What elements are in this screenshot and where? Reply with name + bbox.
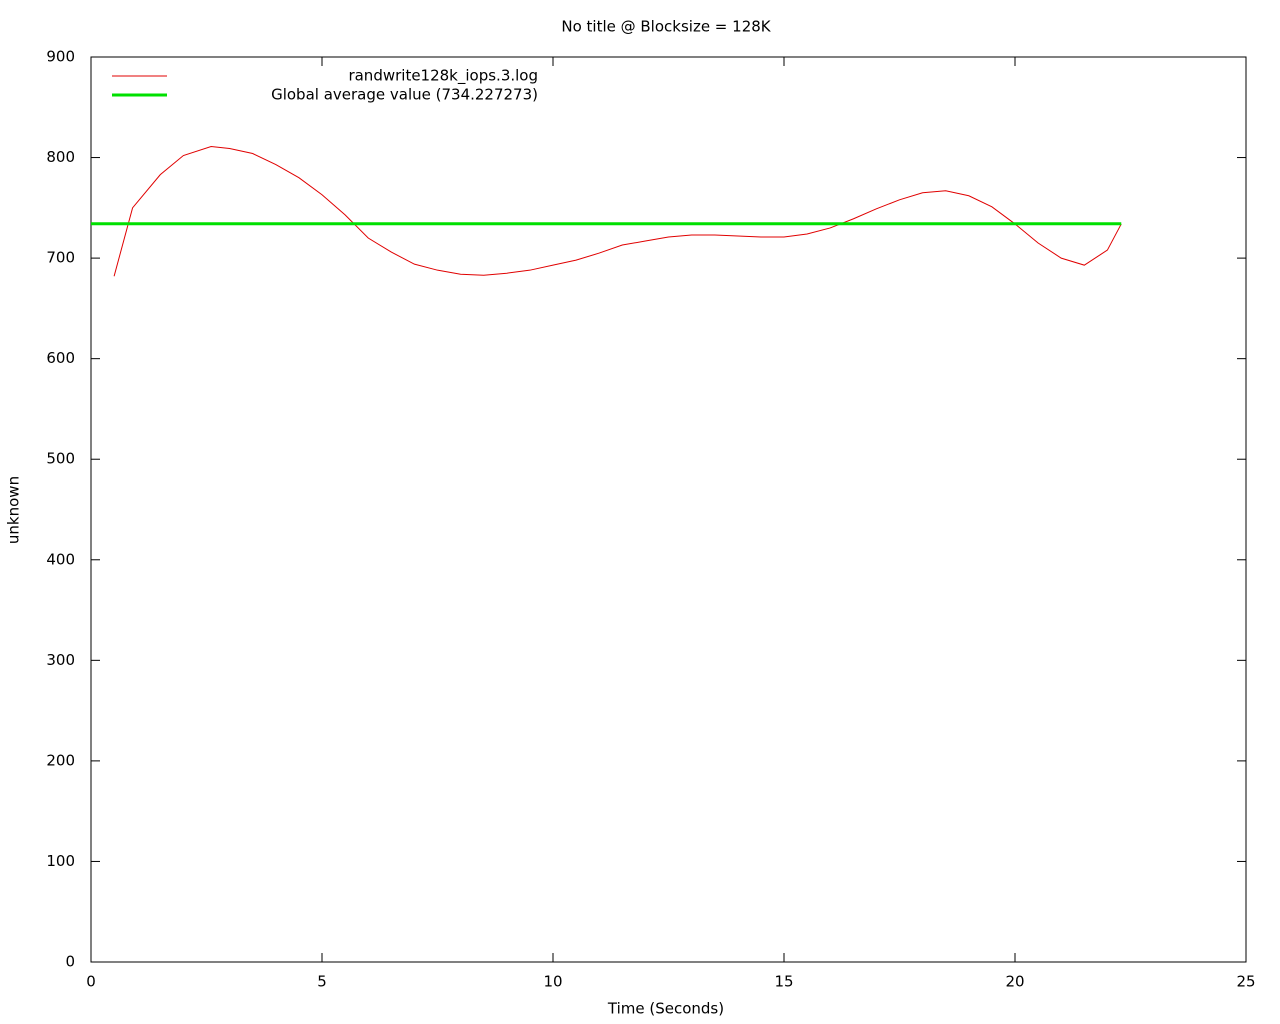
y-tick-label: 100 (46, 852, 75, 870)
legend-label: Global average value (734.227273) (271, 86, 538, 104)
data-line (113, 145, 1122, 277)
y-tick-label: 900 (46, 48, 75, 66)
chart-title: No title @ Blocksize = 128K (561, 18, 771, 36)
x-axis-label: Time (Seconds) (607, 1000, 724, 1018)
x-tick-label: 25 (1236, 973, 1255, 991)
y-tick-label: 0 (65, 953, 75, 971)
y-axis-label: unknown (5, 476, 23, 544)
x-tick-label: 5 (317, 973, 327, 991)
y-tick-label: 400 (46, 550, 75, 568)
x-tick-label: 15 (774, 973, 793, 991)
y-tick-label: 200 (46, 751, 75, 769)
x-tick-label: 20 (1005, 973, 1024, 991)
y-tick-label: 600 (46, 349, 75, 367)
y-tick-label: 300 (46, 651, 75, 669)
x-tick-label: 0 (86, 973, 96, 991)
legend-label: randwrite128k_iops.3.log (348, 67, 538, 86)
x-tick-label: 10 (543, 973, 562, 991)
y-tick-label: 500 (46, 450, 75, 468)
y-tick-label: 700 (46, 249, 75, 267)
plot-frame (90, 56, 1247, 963)
y-tick-label: 800 (46, 148, 75, 166)
